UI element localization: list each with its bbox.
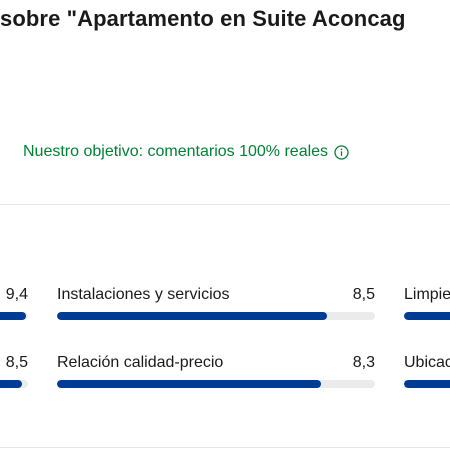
objective-text: Nuestro objetivo: comentarios 100% reale… bbox=[23, 143, 329, 160]
rating-label: Limpie bbox=[404, 286, 450, 303]
rating-bar bbox=[57, 380, 375, 388]
rating-score: 8,5 bbox=[5, 354, 28, 371]
rating-label: Ubicac bbox=[404, 354, 450, 371]
objective-note: Nuestro objetivo: comentarios 100% reale… bbox=[23, 143, 349, 161]
rating-label: Relación calidad-precio bbox=[57, 354, 224, 371]
rating-bar-fill bbox=[57, 380, 321, 388]
rating-bar-fill bbox=[404, 380, 450, 388]
rating-score: 9,4 bbox=[5, 286, 28, 303]
section-divider bbox=[0, 447, 450, 448]
rating-label: Instalaciones y servicios bbox=[57, 286, 230, 303]
rating-bar-fill bbox=[57, 312, 328, 320]
rating-bar bbox=[57, 312, 375, 320]
rating-bar-fill bbox=[404, 312, 450, 320]
rating-bar bbox=[404, 312, 450, 320]
rating-bar-fill bbox=[0, 312, 26, 320]
rating-bar bbox=[0, 380, 28, 388]
rating-bar bbox=[0, 312, 28, 320]
rating-bar-fill bbox=[0, 380, 23, 388]
section-divider bbox=[0, 204, 450, 205]
page-title: sobre "Apartamento en Suite Aconcag bbox=[0, 6, 406, 31]
rating-score: 8,5 bbox=[352, 286, 375, 303]
info-icon[interactable] bbox=[334, 144, 349, 160]
rating-score: 8,3 bbox=[352, 354, 375, 371]
rating-bar bbox=[404, 380, 450, 388]
